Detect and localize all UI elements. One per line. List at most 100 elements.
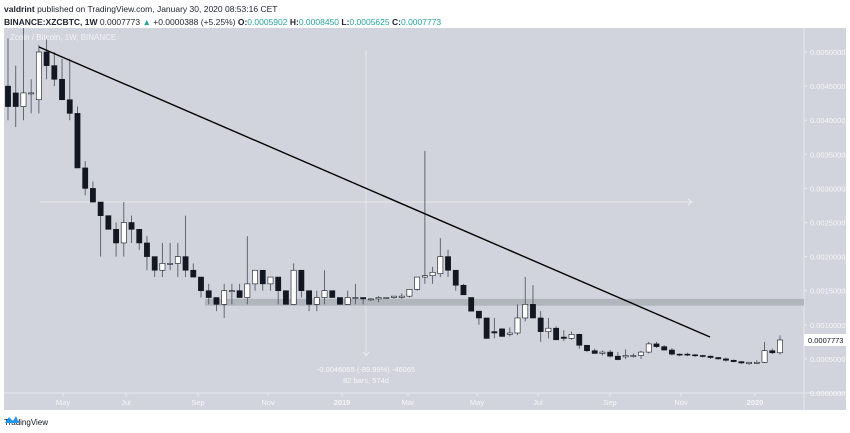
candle	[707, 355, 714, 358]
candle	[252, 269, 258, 285]
trendline[interactable]	[38, 46, 711, 338]
support-zone[interactable]	[205, 298, 804, 306]
candle	[5, 85, 11, 107]
candle	[568, 334, 575, 339]
candle	[576, 334, 583, 346]
x-tick-label: Nov	[261, 398, 275, 407]
candle	[777, 339, 783, 354]
footer-brand: TradingView	[4, 417, 49, 427]
open-label: O:	[237, 17, 248, 27]
candle	[267, 276, 274, 285]
candle	[761, 350, 768, 363]
y-tick-label: 0.0050000	[810, 48, 845, 57]
x-tick-label: 2020	[747, 398, 764, 407]
y-tick-label: 0.0025000	[810, 219, 845, 228]
candle	[715, 357, 722, 360]
candle	[167, 263, 174, 265]
candle	[699, 355, 706, 357]
arrow-down-icon	[362, 351, 370, 357]
chart-area[interactable]: 0.0050000 0.0045000 0.0040000 0.0035000 0.00…	[4, 28, 846, 410]
open-value: 0.0005902	[247, 17, 288, 27]
candle	[221, 290, 228, 305]
close-value: 0.0007773	[400, 17, 442, 27]
candle	[607, 351, 614, 357]
candle	[584, 344, 590, 352]
candle	[452, 269, 459, 286]
candle	[522, 304, 529, 319]
candle	[290, 269, 297, 305]
x-tick-label: 2019	[334, 398, 351, 407]
candle	[105, 215, 112, 230]
candle	[82, 167, 89, 189]
y-tick-label: 0.0000000	[810, 389, 845, 398]
candle	[352, 297, 359, 299]
y-tick-label: 0.0020000	[810, 253, 845, 262]
candle	[337, 297, 343, 305]
y-tick-label: 0.0030000	[810, 184, 845, 193]
candle	[614, 355, 621, 360]
candle	[228, 290, 235, 293]
candle	[66, 99, 73, 114]
low-value: 0.0005625	[349, 17, 390, 27]
candle	[630, 355, 637, 357]
published-text: published on TradingView.com, January 30…	[37, 4, 278, 14]
candle	[638, 351, 644, 356]
x-tick-label: Nov	[674, 398, 688, 407]
candle	[190, 269, 197, 278]
candle	[723, 358, 729, 361]
candle	[506, 332, 513, 335]
candlestick-chart[interactable]: 0.0050000 0.0045000 0.0040000 0.0035000 0.00…	[4, 28, 846, 410]
candle	[530, 304, 536, 319]
high-value: 0.0008450	[298, 17, 340, 27]
price-change: +0.0000388 (+5.25%)	[153, 17, 236, 27]
candle	[622, 355, 629, 358]
tradingview-logo-icon	[5, 416, 19, 423]
candle	[398, 295, 405, 298]
candle	[120, 222, 127, 244]
candle	[205, 290, 212, 298]
candle	[128, 222, 135, 230]
candle	[198, 276, 204, 291]
candle	[553, 327, 560, 341]
publish-info: valdrint published on TradingView.com, J…	[4, 4, 277, 14]
plot-title: Zcoin / Bitcoin, 1W, BINANCE	[10, 33, 117, 42]
candle	[97, 201, 104, 216]
x-tick-label: Sep	[191, 398, 204, 407]
arrow-right-icon	[687, 198, 693, 206]
candle	[645, 343, 652, 353]
candle	[174, 256, 181, 264]
candle	[74, 113, 81, 169]
candle	[769, 350, 776, 354]
tradingview-logo[interactable]: TradingView	[4, 414, 48, 430]
candle	[306, 290, 312, 305]
candle	[259, 269, 266, 285]
candle	[283, 290, 289, 305]
candle	[483, 317, 490, 339]
candle	[653, 343, 660, 347]
candle	[406, 289, 413, 297]
candle	[43, 51, 50, 66]
candle	[514, 317, 521, 334]
candle	[236, 290, 243, 298]
candle	[391, 295, 397, 298]
y-tick-label: 0.0045000	[810, 82, 845, 91]
x-tick-label: May	[56, 398, 70, 407]
candle	[159, 263, 166, 271]
last-price: 0.0007773	[99, 17, 141, 27]
author-name[interactable]: valdrint	[4, 4, 35, 14]
low-label: L:	[341, 17, 350, 27]
high-label: H:	[289, 17, 299, 27]
candle	[460, 284, 467, 296]
y-tick-label: 0.0035000	[810, 150, 845, 159]
y-tick-label: 0.0015000	[810, 287, 845, 296]
candle	[753, 362, 760, 364]
candle	[321, 290, 328, 298]
candle	[676, 353, 683, 356]
candle	[298, 269, 305, 292]
candle	[113, 229, 119, 244]
y-tick-label: 0.0010000	[810, 321, 845, 330]
candle	[213, 297, 220, 305]
candle	[367, 298, 374, 301]
x-tick-label: Mar	[402, 398, 415, 407]
candle	[545, 327, 552, 332]
